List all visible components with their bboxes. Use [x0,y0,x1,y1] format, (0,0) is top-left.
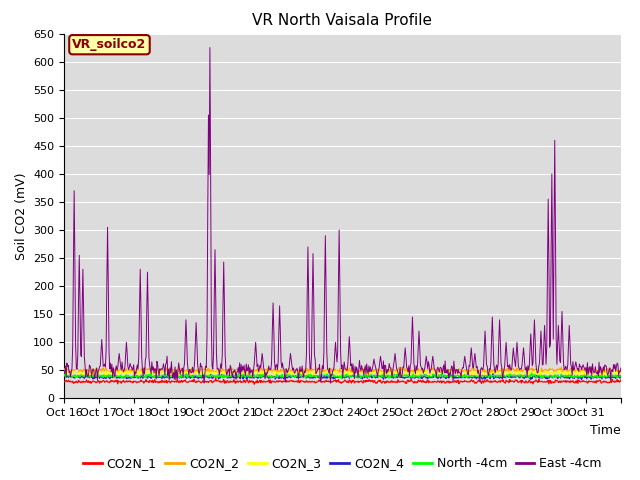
Title: VR North Vaisala Profile: VR North Vaisala Profile [252,13,433,28]
Legend: CO2N_1, CO2N_2, CO2N_3, CO2N_4, North -4cm, East -4cm: CO2N_1, CO2N_2, CO2N_3, CO2N_4, North -4… [78,452,607,475]
Text: VR_soilco2: VR_soilco2 [72,38,147,51]
Y-axis label: Soil CO2 (mV): Soil CO2 (mV) [15,172,28,260]
X-axis label: Time: Time [590,424,621,437]
